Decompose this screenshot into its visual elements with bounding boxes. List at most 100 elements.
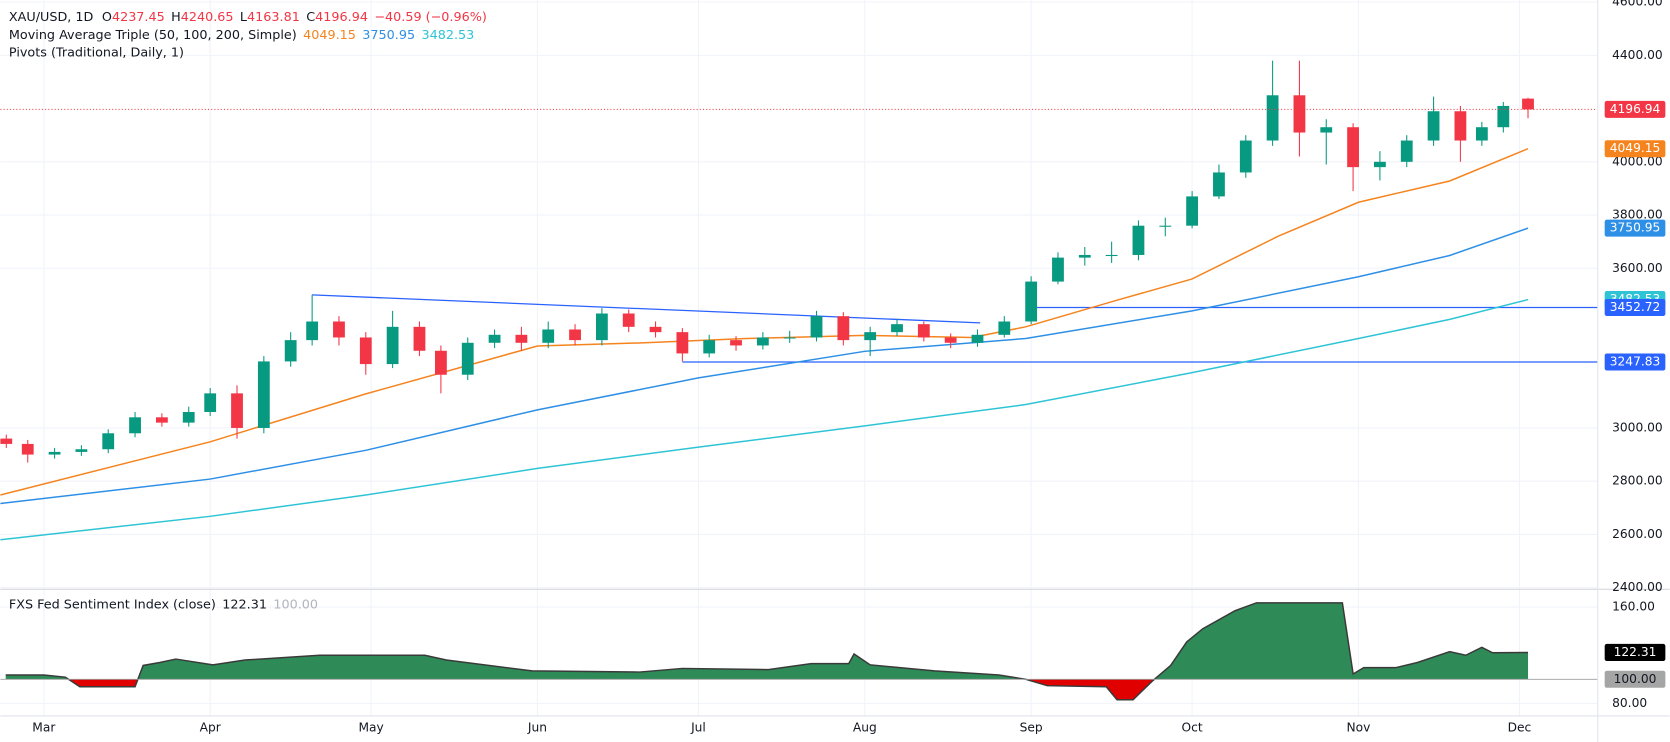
- price-tag: [1604, 100, 1666, 118]
- legend-line: XAU/USD, 1D O4237.45 H4240.65 L4163.81 C4196…: [9, 10, 487, 25]
- candle-body: [944, 337, 957, 343]
- candle-body: [622, 313, 635, 327]
- candle-body: [386, 326, 399, 365]
- candle-body: [102, 433, 115, 450]
- candle-body: [0, 438, 13, 444]
- candle-body: [1078, 254, 1091, 258]
- candle-body: [48, 451, 61, 455]
- y-tick-label: 4400.00: [1612, 48, 1663, 62]
- candle-body: [1186, 196, 1199, 226]
- area-above: [5, 602, 1529, 680]
- y-tick-label: 3600.00: [1612, 261, 1663, 275]
- y-tick-label: 160.00: [1612, 600, 1655, 614]
- change: −40.59 (−0.96%): [374, 10, 487, 25]
- x-tick-label: Sep: [1020, 721, 1043, 735]
- moving-average-line: [0, 298, 1529, 541]
- candle-body: [1025, 281, 1038, 322]
- y-tick-label: 3800.00: [1612, 208, 1663, 222]
- candle-body: [1293, 95, 1306, 133]
- candle-body: [461, 342, 474, 375]
- candle-body: [257, 361, 270, 428]
- candle-body: [129, 417, 141, 434]
- candle-body: [730, 340, 742, 346]
- candle-body: [284, 340, 297, 362]
- candle-body: [1400, 140, 1413, 162]
- x-tick-label: Oct: [1182, 721, 1203, 735]
- indicator-value: 4049.15: [303, 28, 356, 43]
- value-tag-label: 122.31: [1614, 645, 1657, 659]
- candle-body: [569, 329, 581, 341]
- indicator-baseline: 100.00: [273, 597, 318, 612]
- candle-body: [413, 326, 426, 351]
- candle-body: [1052, 257, 1064, 282]
- indicator-name: Pivots (Traditional, Daily, 1): [9, 46, 184, 61]
- index-line: [5, 602, 1529, 701]
- y-tick-label: 80.00: [1612, 696, 1647, 710]
- price-tag-label: 3452.72: [1610, 300, 1661, 314]
- value-tag: [1604, 643, 1666, 661]
- ohlc-key: O: [102, 10, 112, 25]
- candle-body: [1374, 161, 1386, 168]
- legend-line: FXS Fed Sentiment Index (close) 122.31 100…: [9, 597, 318, 612]
- candle-body: [1320, 127, 1333, 133]
- baseline-tag-label: 100.00: [1614, 672, 1657, 686]
- price-tag-label: 4049.15: [1610, 141, 1661, 155]
- candle-body: [231, 393, 243, 428]
- candle-body: [595, 313, 608, 341]
- x-tick-label: Nov: [1347, 721, 1371, 735]
- candle-body: [703, 340, 716, 354]
- y-tick-label: 4000.00: [1612, 154, 1663, 168]
- candle-body: [1347, 127, 1359, 168]
- candle-body: [783, 337, 796, 339]
- ohlc-value: 4163.81: [247, 10, 300, 25]
- candle-body: [810, 316, 823, 338]
- candle-body: [1454, 111, 1467, 141]
- ohlc-key: L: [240, 10, 248, 25]
- candle-body: [182, 411, 195, 423]
- y-tick-label: 3000.00: [1612, 420, 1663, 434]
- candle-body: [75, 449, 88, 452]
- indicator-value: 3750.95: [362, 28, 415, 43]
- y-tick-label: 2800.00: [1612, 474, 1663, 488]
- candle-body: [837, 316, 850, 341]
- y-tick-label: 4600.00: [1612, 0, 1663, 9]
- moving-average-line: [0, 227, 1529, 505]
- indicator-value: 3482.53: [421, 28, 474, 43]
- candle-body: [1132, 225, 1145, 255]
- candle-body: [1105, 254, 1118, 257]
- candle-body: [1475, 127, 1488, 141]
- candle-body: [155, 417, 168, 423]
- candle-body: [676, 332, 689, 354]
- candle-body: [1266, 95, 1279, 141]
- baseline-tag: [1604, 670, 1666, 688]
- candle-body: [204, 393, 217, 412]
- x-tick-label: May: [359, 721, 384, 735]
- candle-body: [971, 334, 984, 343]
- candle-body: [542, 329, 555, 343]
- candle-body: [756, 337, 769, 346]
- y-tick-label: 2400.00: [1612, 580, 1663, 594]
- x-tick-label: Dec: [1508, 721, 1532, 735]
- indicator-name: Moving Average Triple (50, 100, 200, Sim…: [9, 28, 297, 43]
- candle-body: [864, 332, 877, 341]
- candle-body: [891, 324, 903, 333]
- candle-body: [333, 321, 345, 338]
- ohlc-key: C: [306, 10, 315, 25]
- ohlc-value: 4196.94: [315, 10, 368, 25]
- candle-body: [649, 326, 662, 333]
- price-tag-label: 3750.95: [1610, 221, 1661, 235]
- candle-body: [515, 334, 528, 343]
- candle-body: [21, 443, 34, 455]
- candle-body: [435, 350, 447, 375]
- legend-line: Moving Average Triple (50, 100, 200, Sim…: [9, 28, 474, 43]
- price-tag: [1604, 140, 1666, 158]
- price-tag: [1604, 219, 1666, 237]
- candle-body: [359, 337, 372, 365]
- ohlc-key: H: [171, 10, 181, 25]
- ohlc-value: 4237.45: [112, 10, 165, 25]
- y-tick-label: 2600.00: [1612, 527, 1663, 541]
- candle-body: [1239, 140, 1252, 173]
- indicator-value: 122.31: [222, 597, 267, 612]
